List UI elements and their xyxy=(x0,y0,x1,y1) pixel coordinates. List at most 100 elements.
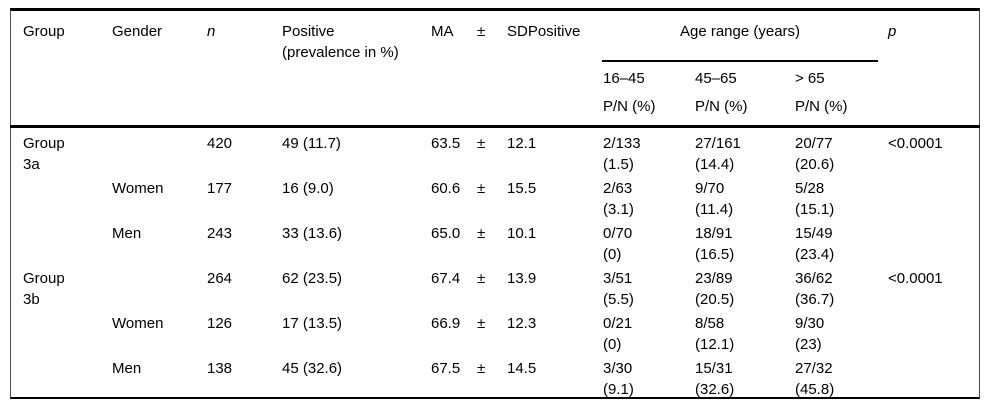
cell-gender xyxy=(112,263,207,308)
cell-n: 126 xyxy=(207,315,233,332)
age-pct: (36.7) xyxy=(795,291,835,308)
age-pct: (9.1) xyxy=(603,381,634,398)
age-pct: (23) xyxy=(795,336,822,353)
cell-gender xyxy=(112,128,207,173)
age-pn: 8/58 xyxy=(695,315,725,332)
age-pct: (0) xyxy=(603,246,622,263)
col-header-gender: Gender xyxy=(112,23,163,40)
age-pct: (16.5) xyxy=(695,246,735,263)
cell-p-value xyxy=(888,218,979,263)
cell-positive: 17 (13.5) xyxy=(282,315,343,332)
cell-age-45-65: 15/31 (32.6) xyxy=(695,353,795,398)
col-header-sd: SDPositive xyxy=(507,23,581,40)
age-pct: (11.4) xyxy=(695,201,734,218)
cell-sd: 15.5 xyxy=(507,180,537,197)
cell-positive: 33 (13.6) xyxy=(282,225,343,242)
age-pn: 23/89 xyxy=(695,270,733,287)
cell-age-16-45: 2/133 (1.5) xyxy=(603,128,695,173)
col-header-pn-1: P/N (%) xyxy=(603,98,656,115)
cell-ma: 67.5 xyxy=(431,360,461,377)
cell-ma: 66.9 xyxy=(431,315,461,332)
age-pn: 3/51 xyxy=(603,270,633,287)
cell-sd: 10.1 xyxy=(507,225,537,242)
cell-plus-minus: ± xyxy=(477,360,486,377)
age-pn: 5/28 xyxy=(795,180,825,197)
cell-age-45-65: 23/89 (20.5) xyxy=(695,263,795,308)
age-pct: (20.6) xyxy=(795,156,835,173)
cell-positive: 45 (32.6) xyxy=(282,360,343,377)
cell-ma: 60.6 xyxy=(431,180,461,197)
cell-p-value xyxy=(888,353,979,398)
col-header-pn-2: P/N (%) xyxy=(695,98,748,115)
cell-gender: Men xyxy=(112,225,142,242)
age-pn: 15/49 xyxy=(795,225,833,242)
cell-positive: 62 (23.5) xyxy=(282,270,343,287)
col-header-n: n xyxy=(207,23,216,40)
cell-gender: Men xyxy=(112,360,142,377)
cell-gender: Women xyxy=(112,180,164,197)
cell-sd: 12.3 xyxy=(507,315,537,332)
cell-p-value: <0.0001 xyxy=(888,135,943,152)
header-separator-rule xyxy=(10,125,980,128)
age-pct: (14.4) xyxy=(695,156,735,173)
col-header-positive: Positive (prevalence in %) xyxy=(282,21,431,63)
cell-age-gt-65: 9/30 (23) xyxy=(795,308,888,353)
cell-age-45-65: 18/91 (16.5) xyxy=(695,218,795,263)
cell-sd: 12.1 xyxy=(507,135,537,152)
age-pct: (23.4) xyxy=(795,246,835,263)
age-pct: (32.6) xyxy=(695,381,735,398)
age-pn: 9/30 xyxy=(795,315,825,332)
cell-age-gt-65: 20/77 (20.6) xyxy=(795,128,888,173)
cell-p-value xyxy=(888,308,979,353)
cell-sd: 14.5 xyxy=(507,360,537,377)
age-pct: (1.5) xyxy=(603,156,634,173)
age-pn: 3/30 xyxy=(603,360,633,377)
age-pct: (45.8) xyxy=(795,381,835,398)
cell-plus-minus: ± xyxy=(477,315,486,332)
col-header-p: p xyxy=(888,23,897,40)
cell-group: Group 3b xyxy=(23,263,112,308)
cell-plus-minus: ± xyxy=(477,180,486,197)
cell-plus-minus: ± xyxy=(477,135,486,152)
cell-age-16-45: 2/63 (3.1) xyxy=(603,173,695,218)
cell-p-value xyxy=(888,173,979,218)
age-pct: (5.5) xyxy=(603,291,634,308)
age-pct: (3.1) xyxy=(603,201,634,218)
age-pn: 9/70 xyxy=(695,180,725,197)
age-pn: 0/70 xyxy=(603,225,633,242)
cell-age-gt-65: 36/62 (36.7) xyxy=(795,263,888,308)
cell-plus-minus: ± xyxy=(477,225,486,242)
age-pn: 2/133 xyxy=(603,135,641,152)
cell-age-16-45: 0/70 (0) xyxy=(603,218,695,263)
group-line2: 3a xyxy=(23,156,40,173)
cell-age-16-45: 3/51 (5.5) xyxy=(603,263,695,308)
cell-n: 420 xyxy=(207,135,233,152)
cell-gender: Women xyxy=(112,315,164,332)
col-header-age-gt-65: > 65 xyxy=(795,70,825,87)
col-header-plus-minus: ± xyxy=(477,23,486,40)
cell-group xyxy=(23,353,112,398)
cell-ma: 65.0 xyxy=(431,225,461,242)
age-pn: 18/91 xyxy=(695,225,733,242)
col-header-age-range: Age range (years) xyxy=(679,23,801,40)
cell-positive: 16 (9.0) xyxy=(282,180,334,197)
cell-age-45-65: 9/70 (11.4) xyxy=(695,173,795,218)
cell-n: 177 xyxy=(207,180,233,197)
cell-group xyxy=(23,218,112,263)
cell-age-45-65: 8/58 (12.1) xyxy=(695,308,795,353)
cell-sd: 13.9 xyxy=(507,270,537,287)
cell-n: 243 xyxy=(207,225,233,242)
age-pct: (0) xyxy=(603,336,622,353)
cell-age-45-65: 27/161 (14.4) xyxy=(695,128,795,173)
cell-age-gt-65: 15/49 (23.4) xyxy=(795,218,888,263)
cell-group xyxy=(23,308,112,353)
cell-age-16-45: 0/21 (0) xyxy=(603,308,695,353)
age-pct: (15.1) xyxy=(795,201,835,218)
age-pct: (12.1) xyxy=(695,336,735,353)
cell-p-value: <0.0001 xyxy=(888,270,943,287)
cell-positive: 49 (11.7) xyxy=(282,135,341,152)
cell-n: 138 xyxy=(207,360,233,377)
col-header-ma: MA xyxy=(431,23,454,40)
cell-age-16-45: 3/30 (9.1) xyxy=(603,353,695,398)
cell-group xyxy=(23,173,112,218)
